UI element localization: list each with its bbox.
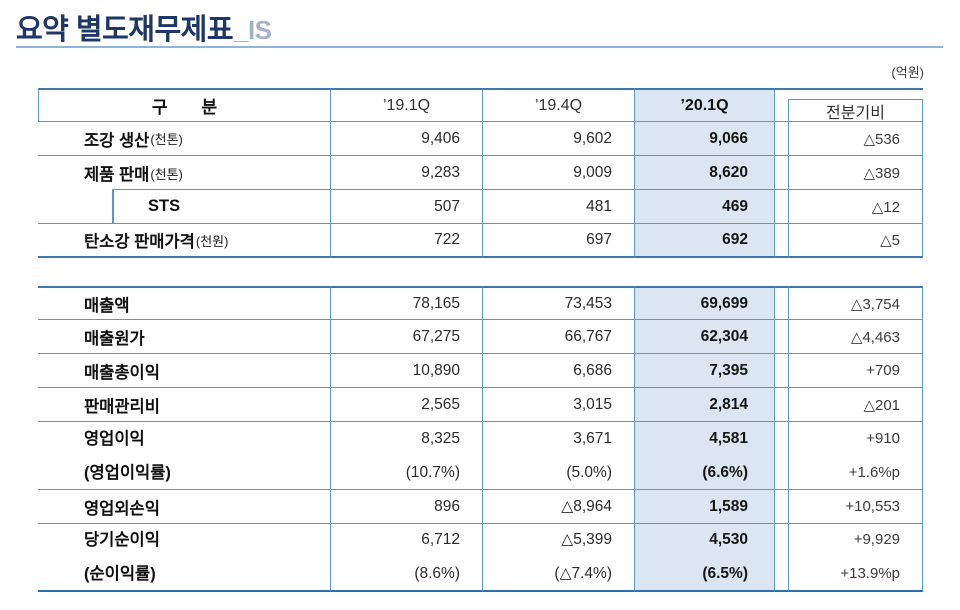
- gap-cell: [775, 190, 788, 224]
- cell-delta: △5: [788, 224, 923, 258]
- gap-cell: [775, 224, 788, 258]
- cell: 896: [331, 490, 483, 524]
- cell-highlight: 8,620: [635, 156, 775, 190]
- page-title-suffix: _IS: [234, 15, 272, 45]
- cell-highlight: 69,699: [635, 286, 775, 320]
- cell: △8,964: [483, 490, 635, 524]
- gap-cell: [775, 388, 788, 422]
- row-unit: (천톤): [150, 132, 183, 147]
- header-19-4q: ’19.4Q: [483, 88, 635, 122]
- cell-delta: △12: [788, 190, 923, 224]
- header-20-1q: ’20.1Q: [635, 88, 775, 122]
- title-underline: [16, 46, 943, 48]
- gap-cell: [775, 524, 788, 592]
- cell-delta: △389: [788, 156, 923, 190]
- cell-double: 3,671 (5.0%): [483, 422, 635, 490]
- cell: 9,406: [331, 122, 483, 156]
- gap-cell: [775, 156, 788, 190]
- header-gubun: 구 분: [38, 88, 331, 122]
- cell: 9,283: [331, 156, 483, 190]
- cell: 2,565: [331, 388, 483, 422]
- row-label: 제품 판매 (천톤): [38, 156, 331, 190]
- cell-highlight: 2,814: [635, 388, 775, 422]
- row-label: 조강 생산 (천톤): [38, 122, 331, 156]
- header-gap: [775, 88, 788, 122]
- cell: 722: [331, 224, 483, 258]
- cell-highlight-double: 4,530 (6.5%): [635, 524, 775, 592]
- cell-highlight: 1,589: [635, 490, 775, 524]
- cell-highlight: 692: [635, 224, 775, 258]
- header-qoq: 전분기비: [788, 88, 923, 122]
- cell-highlight-double: 4,581 (6.6%): [635, 422, 775, 490]
- cell-delta: △536: [788, 122, 923, 156]
- row-label: 매출총이익: [38, 354, 331, 388]
- cell-delta-double: +9,929 +13.9%p: [788, 524, 923, 592]
- cell: 3,015: [483, 388, 635, 422]
- cell: 67,275: [331, 320, 483, 354]
- cell-delta: +709: [788, 354, 923, 388]
- row-label: 탄소강 판매가격 (천원): [38, 224, 331, 258]
- page-title-main: 요약 별도재무제표: [16, 14, 234, 46]
- cell: 9,602: [483, 122, 635, 156]
- cell-double: 6,712 (8.6%): [331, 524, 483, 592]
- row-unit: (천원): [195, 233, 229, 249]
- row-label: 매출원가: [38, 320, 331, 354]
- cell: 507: [331, 190, 483, 224]
- cell: 6,686: [483, 354, 635, 388]
- cell: 66,767: [483, 320, 635, 354]
- row-label-double: 영업이익 (영업이익률): [38, 422, 331, 490]
- cell-double: 8,325 (10.7%): [331, 422, 483, 490]
- gap-cell: [775, 122, 788, 156]
- row-label: 매출액: [38, 286, 331, 320]
- cell-delta: +10,553: [788, 490, 923, 524]
- cell-delta: △201: [788, 388, 923, 422]
- gap-cell: [775, 354, 788, 388]
- cell-delta: △3,754: [788, 286, 923, 320]
- cell: 481: [483, 190, 635, 224]
- row-label-double: 당기순이익 (순이익률): [38, 524, 331, 592]
- cell: 73,453: [483, 286, 635, 320]
- gap-cell: [775, 320, 788, 354]
- page-title: 요약 별도재무제표_IS: [16, 6, 272, 48]
- cell-highlight: 62,304: [635, 320, 775, 354]
- cell: 697: [483, 224, 635, 258]
- row-label: 판매관리비: [38, 388, 331, 422]
- cell-highlight: 469: [635, 190, 775, 224]
- cell: 10,890: [331, 354, 483, 388]
- cell-delta-double: +910 +1.6%p: [788, 422, 923, 490]
- cell-delta: △4,463: [788, 320, 923, 354]
- cell: 78,165: [331, 286, 483, 320]
- income-statement-table: 매출액 78,165 73,453 69,699 △3,754 매출원가 67,…: [38, 286, 923, 592]
- unit-note: (억원): [891, 65, 924, 80]
- row-unit: (천톤): [150, 166, 183, 182]
- gap-cell: [775, 422, 788, 490]
- header-19-1q: ’19.1Q: [331, 88, 483, 122]
- cell-highlight: 7,395: [635, 354, 775, 388]
- cell-double: △5,399 (△7.4%): [483, 524, 635, 592]
- row-label-indented: STS: [38, 188, 331, 224]
- gap-cell: [775, 490, 788, 524]
- qoq-header-box: 전분기비: [788, 99, 923, 122]
- row-label: 영업외손익: [38, 490, 331, 524]
- key-metrics-table: 구 분 ’19.1Q ’19.4Q ’20.1Q 전분기비 조강 생산 (천톤) …: [38, 88, 923, 258]
- cell-highlight: 9,066: [635, 122, 775, 156]
- cell: 9,009: [483, 156, 635, 190]
- gap-cell: [775, 286, 788, 320]
